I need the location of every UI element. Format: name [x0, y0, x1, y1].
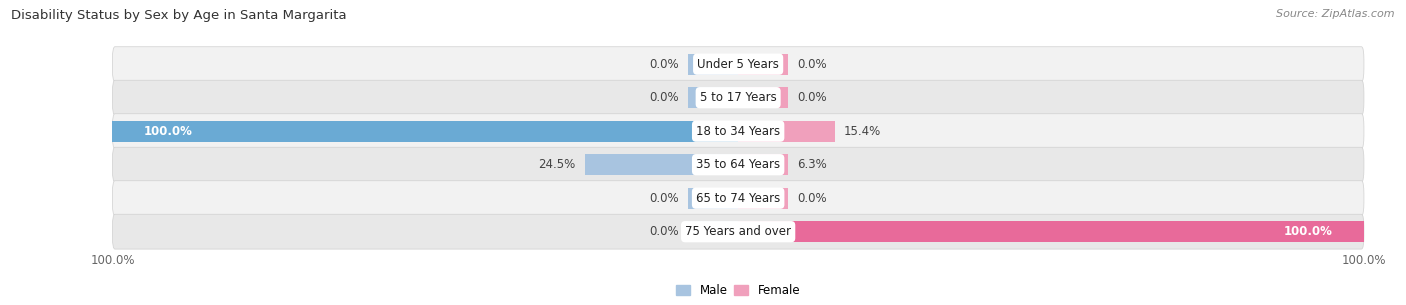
- Text: 6.3%: 6.3%: [797, 158, 827, 171]
- FancyBboxPatch shape: [112, 47, 1364, 82]
- Bar: [585, 154, 738, 175]
- Text: Disability Status by Sex by Age in Santa Margarita: Disability Status by Sex by Age in Santa…: [11, 9, 347, 22]
- FancyBboxPatch shape: [112, 80, 1364, 115]
- Text: 0.0%: 0.0%: [650, 91, 679, 104]
- Bar: [738, 221, 1364, 242]
- Bar: [738, 188, 789, 209]
- Bar: [112, 121, 738, 142]
- Text: 100.0%: 100.0%: [143, 125, 193, 138]
- Text: 5 to 17 Years: 5 to 17 Years: [700, 91, 776, 104]
- Bar: [688, 87, 738, 108]
- Text: 100.0%: 100.0%: [1284, 225, 1333, 238]
- Bar: [688, 221, 738, 242]
- Bar: [738, 121, 835, 142]
- Text: 0.0%: 0.0%: [650, 58, 679, 71]
- FancyBboxPatch shape: [112, 114, 1364, 149]
- FancyBboxPatch shape: [112, 147, 1364, 182]
- Bar: [688, 54, 738, 74]
- Text: Source: ZipAtlas.com: Source: ZipAtlas.com: [1277, 9, 1395, 19]
- Text: 0.0%: 0.0%: [797, 91, 827, 104]
- Text: 65 to 74 Years: 65 to 74 Years: [696, 192, 780, 205]
- Bar: [738, 87, 789, 108]
- Text: 0.0%: 0.0%: [650, 225, 679, 238]
- Bar: [738, 54, 789, 74]
- Text: 24.5%: 24.5%: [538, 158, 575, 171]
- Text: 0.0%: 0.0%: [797, 192, 827, 205]
- Text: Under 5 Years: Under 5 Years: [697, 58, 779, 71]
- Text: 35 to 64 Years: 35 to 64 Years: [696, 158, 780, 171]
- Text: 0.0%: 0.0%: [797, 58, 827, 71]
- Legend: Male, Female: Male, Female: [672, 279, 804, 301]
- Text: 75 Years and over: 75 Years and over: [685, 225, 792, 238]
- Bar: [738, 154, 789, 175]
- Bar: [688, 188, 738, 209]
- Text: 15.4%: 15.4%: [844, 125, 882, 138]
- Text: 0.0%: 0.0%: [650, 192, 679, 205]
- FancyBboxPatch shape: [112, 181, 1364, 216]
- Text: 18 to 34 Years: 18 to 34 Years: [696, 125, 780, 138]
- FancyBboxPatch shape: [112, 214, 1364, 249]
